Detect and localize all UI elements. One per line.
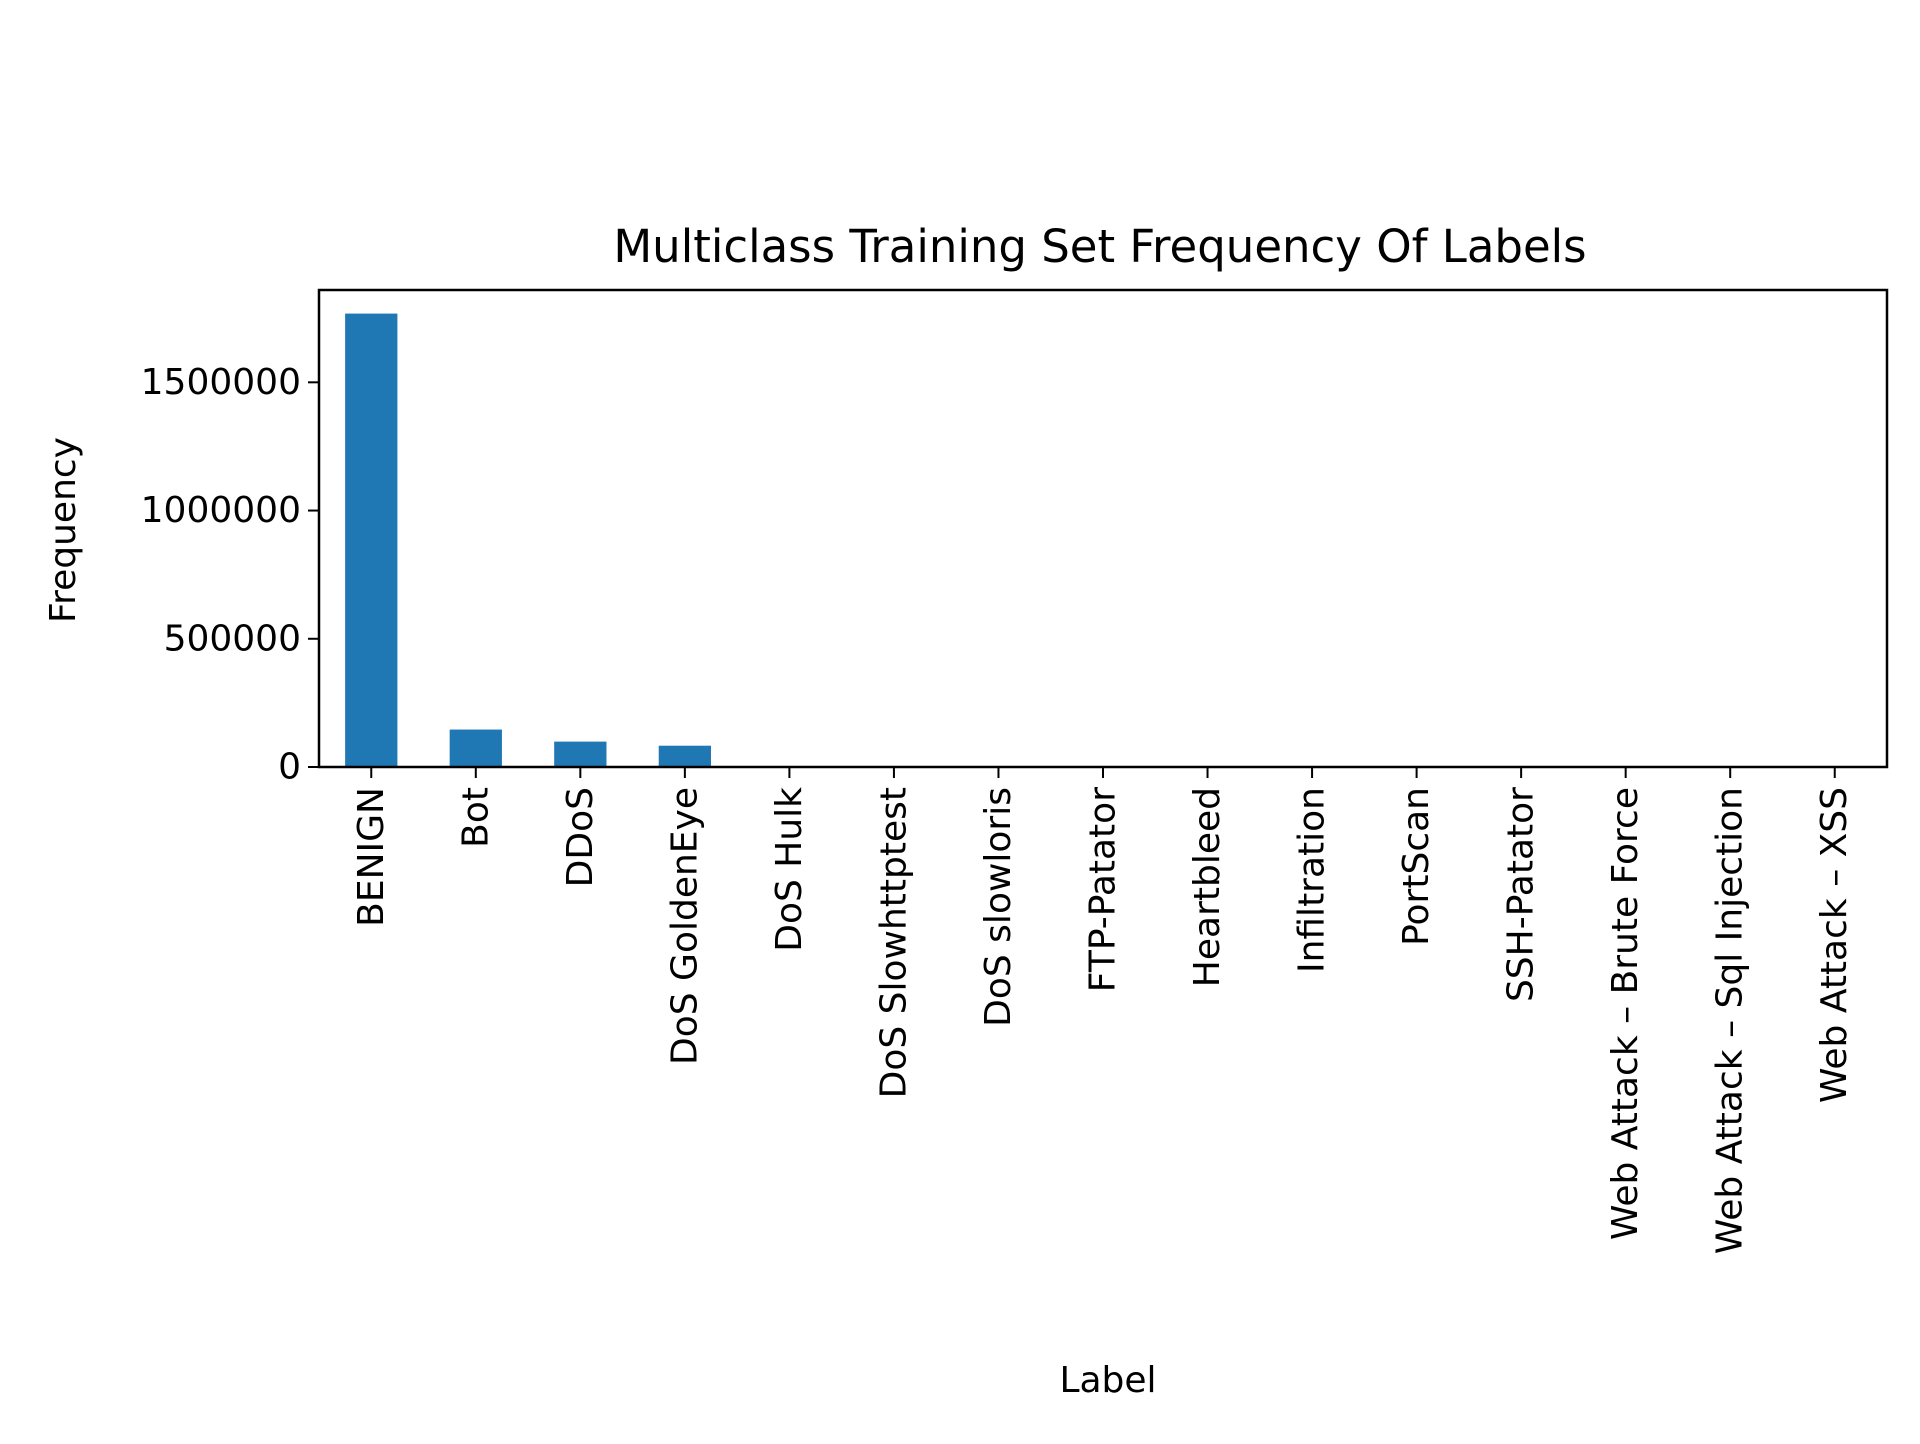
plot-frame [319, 290, 1887, 767]
y-tick-label-3: 1500000 [141, 362, 301, 403]
chart-title: Multiclass Training Set Frequency Of Lab… [613, 220, 1586, 273]
x-tick-label-3: DoS GoldenEye [664, 787, 705, 1065]
bar-3 [659, 746, 711, 767]
x-tick-label-6: DoS slowloris [978, 787, 1019, 1027]
x-tick-label-7: FTP-Patator [1083, 787, 1124, 992]
x-tick-label-11: SSH-Patator [1501, 787, 1542, 1002]
x-tick-label-9: Infiltration [1292, 787, 1333, 973]
bar-2 [554, 742, 606, 767]
y-tick-label-0: 0 [278, 747, 301, 788]
x-tick-label-2: DDoS [560, 787, 601, 887]
y-tick-label-2: 1000000 [141, 490, 301, 531]
bar-1 [450, 730, 502, 767]
x-tick-label-5: DoS Slowhttptest [873, 787, 914, 1098]
x-tick-label-13: Web Attack – Sql Injection [1710, 787, 1751, 1254]
x-tick-label-12: Web Attack – Brute Force [1605, 787, 1646, 1240]
x-tick-label-4: DoS Hulk [769, 787, 810, 952]
x-tick-label-0: BENIGN [351, 787, 392, 927]
x-tick-label-10: PortScan [1396, 787, 1437, 946]
bars-group [345, 314, 1861, 767]
x-tick-label-1: Bot [455, 787, 496, 848]
x-axis-label: Label [1059, 1360, 1156, 1401]
y-axis-ticks: 0 500000 1000000 1500000 [141, 362, 319, 788]
x-axis-ticks: BENIGN Bot DDoS DoS GoldenEye DoS Hulk DoS Sl… [351, 767, 1855, 1254]
y-tick-label-1: 500000 [164, 618, 301, 659]
bar-0 [345, 314, 397, 767]
y-axis-label: Frequency [43, 437, 84, 623]
x-tick-label-8: Heartbleed [1187, 787, 1228, 987]
x-tick-label-14: Web Attack – XSS [1814, 787, 1855, 1103]
